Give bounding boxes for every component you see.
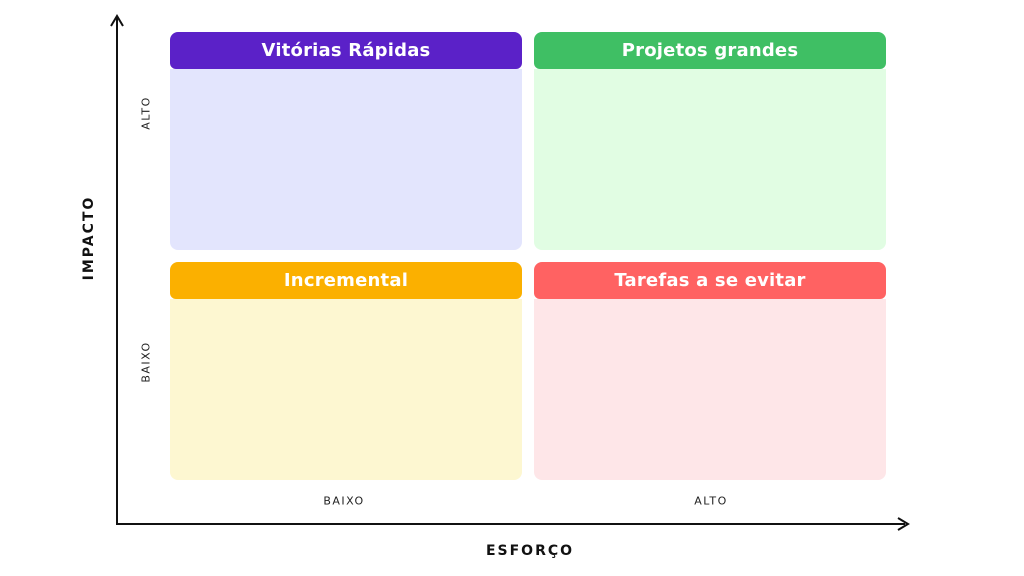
quadrant-big-projects-title: Projetos grandes — [621, 40, 799, 61]
x-axis-arrow-icon — [897, 517, 910, 531]
quadrant-tasks-to-avoid: Tarefas a se evitar — [534, 262, 886, 480]
quadrant-quick-wins-body — [170, 69, 522, 250]
quadrant-quick-wins-header: Vitórias Rápidas — [170, 32, 522, 69]
quadrant-big-projects: Projetos grandes — [534, 32, 886, 250]
quadrant-incremental-title: Incremental — [283, 270, 409, 291]
quadrant-quick-wins: Vitórias Rápidas — [170, 32, 522, 250]
quadrant-incremental-body — [170, 299, 522, 480]
quadrant-big-projects-header: Projetos grandes — [534, 32, 886, 69]
x-axis-title: ESFORÇO — [485, 543, 575, 559]
y-axis-title: IMPACTO — [81, 195, 97, 281]
y-axis-arrow-icon — [110, 14, 124, 27]
quadrant-incremental: Incremental — [170, 262, 522, 480]
quadrant-tasks-to-avoid-body — [534, 299, 886, 480]
y-axis-high-label: ALTO — [139, 96, 153, 130]
y-axis-low-label: BAIXO — [139, 341, 153, 383]
x-axis-high-label: ALTO — [694, 494, 728, 508]
quadrant-big-projects-body — [534, 69, 886, 250]
quadrant-quick-wins-title: Vitórias Rápidas — [261, 40, 431, 61]
x-axis-low-label: BAIXO — [323, 494, 365, 508]
quadrant-tasks-to-avoid-title: Tarefas a se evitar — [614, 270, 806, 291]
quadrant-incremental-header: Incremental — [170, 262, 522, 299]
quadrant-tasks-to-avoid-header: Tarefas a se evitar — [534, 262, 886, 299]
